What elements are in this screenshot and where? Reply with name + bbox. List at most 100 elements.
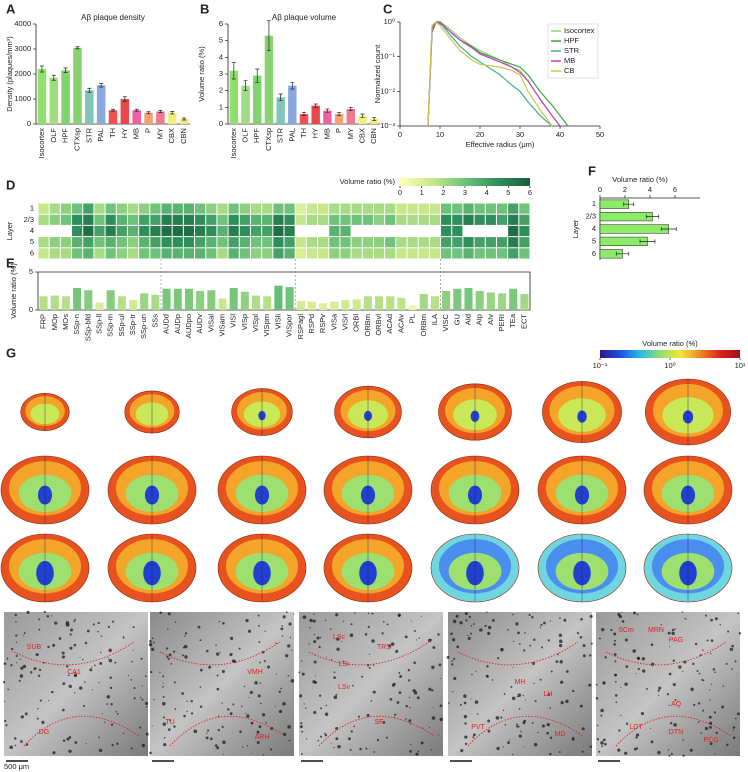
plaque-dot — [502, 746, 504, 748]
plaque-dot — [385, 736, 388, 739]
x-tick-label: SSs — [150, 314, 159, 328]
plaque-dot — [282, 702, 286, 706]
plaque-dot — [303, 703, 305, 705]
y-tick-label: 2000 — [14, 69, 31, 78]
plaque-dot — [320, 707, 323, 710]
plaque-dot — [133, 687, 136, 690]
plaque-dot — [690, 687, 694, 692]
plaque-dot — [335, 613, 339, 617]
x-tick-label: STR — [276, 127, 285, 143]
plaque-dot — [558, 639, 563, 644]
colorbar-tick-label: 10¹ — [735, 361, 746, 370]
heatmap-cell — [273, 214, 284, 225]
plaque-dot — [472, 736, 475, 739]
x-tick-label: SSp-bfd — [83, 314, 92, 341]
plaque-dot — [669, 722, 673, 725]
heatmap-cell — [161, 248, 172, 259]
plaque-dot — [106, 703, 109, 705]
error-bar — [170, 111, 175, 115]
panel-label: F — [588, 163, 596, 178]
x-tick-label: PL — [408, 314, 417, 323]
error-bar — [615, 251, 630, 256]
heatmap-cell — [351, 248, 362, 259]
plaque-dot — [581, 727, 585, 731]
heatmap-cell — [519, 237, 530, 248]
plaque-dot — [62, 708, 65, 712]
plaque-dot — [74, 618, 77, 621]
region-label: SUB — [27, 644, 42, 651]
x-tick-label: 0 — [598, 185, 602, 194]
plaque-dot — [696, 670, 699, 673]
x-tick-label: VISp — [240, 314, 249, 330]
heatmap-cell — [474, 214, 485, 225]
x-tick-label: SSp-ll — [94, 314, 103, 334]
plaque-dot — [19, 674, 24, 678]
plaque-dot — [197, 625, 201, 629]
plaque-dot — [290, 679, 295, 683]
plaque-dot — [487, 729, 491, 733]
plaque-dot — [635, 673, 637, 675]
plaque-dot — [231, 653, 233, 655]
plaque-dot — [181, 654, 184, 657]
x-tick-label: 40 — [556, 130, 564, 139]
plaque-dot — [287, 644, 291, 648]
plaque-dot — [112, 620, 115, 623]
bar — [442, 291, 451, 310]
bar — [408, 305, 417, 310]
plaque-dot — [68, 684, 72, 689]
brain-section — [0, 533, 90, 603]
plaque-dot — [169, 719, 172, 722]
heatmap-cell — [284, 237, 295, 248]
y-tick-label: 4 — [219, 52, 223, 61]
error-bar — [146, 111, 151, 115]
error-bar — [372, 116, 377, 122]
heatmap-cell — [496, 237, 508, 248]
heatmap-cell — [49, 248, 60, 259]
bar — [430, 296, 439, 310]
heatmap-cell — [418, 248, 429, 259]
heatmap-cell — [161, 203, 172, 214]
plaque-dot — [428, 726, 431, 728]
plaque-dot — [524, 632, 526, 634]
plaque-dot — [162, 695, 165, 698]
plaque-dot — [365, 747, 368, 750]
plaque-dot — [166, 655, 169, 658]
region-outline — [605, 641, 732, 747]
error-bar — [75, 46, 80, 50]
plaque-dot — [347, 737, 351, 741]
plaque-dot — [431, 689, 434, 692]
plaque-dot — [641, 657, 646, 661]
plaque-dot — [397, 614, 401, 617]
error-bar — [660, 227, 677, 231]
plaque-dot — [336, 647, 340, 651]
plaque-dot — [152, 641, 155, 644]
plaque-dot — [464, 742, 468, 746]
plaque-dot — [732, 736, 736, 739]
plaque-dot — [523, 746, 525, 748]
error-bar — [39, 65, 44, 73]
plaque-dot — [19, 740, 23, 743]
plaque-dot — [694, 642, 698, 646]
plaque-dot — [410, 620, 412, 622]
plaque-dot — [658, 686, 662, 690]
bar — [167, 112, 177, 124]
region-outline — [159, 641, 286, 747]
bar — [296, 300, 305, 310]
plaque-dot — [14, 744, 17, 747]
plaque-dot — [163, 716, 165, 719]
bar — [311, 105, 320, 124]
plaque-dot — [229, 712, 233, 716]
colorbar-tick-label: 1 — [420, 188, 424, 197]
heatmap-cell — [49, 203, 60, 214]
plaque-dot — [418, 637, 420, 639]
x-tick-label: AUDv — [195, 314, 204, 334]
plaque-dot — [484, 624, 487, 627]
x-tick-label: 0 — [398, 130, 402, 139]
x-tick-label: Isocortex — [229, 128, 238, 159]
plaque-dot — [89, 668, 93, 672]
plaque-dot — [183, 644, 188, 649]
plaque-dot — [184, 655, 188, 659]
plaque-dot — [714, 753, 716, 755]
plaque-dot — [167, 728, 171, 731]
x-tick-label: CBN — [369, 128, 378, 144]
